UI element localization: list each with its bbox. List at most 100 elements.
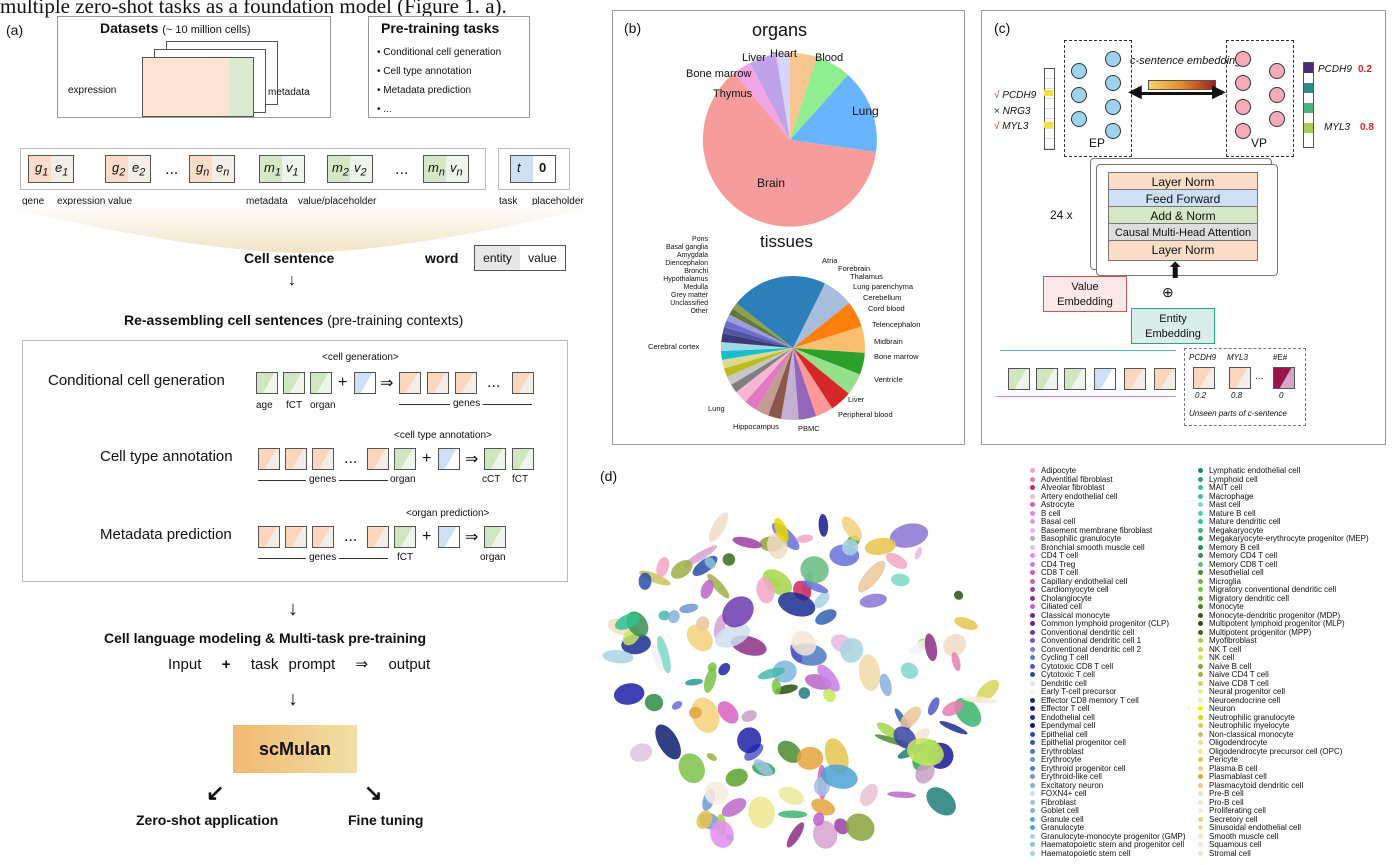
legend-dot [1030,833,1035,839]
legend-dot [1030,587,1035,593]
legend-dot [1030,816,1035,822]
tissue-slice [793,348,860,394]
legend-item: Goblet cell [1030,806,1079,815]
down-arrow-3: ↓ [288,688,298,710]
legend-item: Conventional dendritic cell 2 [1030,645,1141,654]
task1-label: organ [310,400,336,411]
tissue-slice [736,276,826,348]
legend-dot [1198,553,1203,559]
legend-dot [1198,476,1203,482]
umap-cluster [939,720,968,735]
umap-cluster [943,633,967,657]
tissue-slice [793,348,865,375]
task3-title: Metadata prediction [100,526,232,543]
entity-label: entity [475,246,520,270]
tissue-slice [793,283,850,348]
legend-item: Basal cell [1030,517,1075,526]
token-meta2: m2 v2 [327,155,373,183]
output-vector [1303,62,1314,148]
legend-item: Megakaryocyte [1198,526,1263,535]
legend-item: Monocyte-dendritic progenitor (MDP) [1198,611,1340,620]
legend-dot [1198,791,1203,797]
legend-dot [1198,680,1203,686]
vp-label: VP [1251,136,1268,150]
legend-item: Plasma B cell [1198,764,1257,773]
legend-item: Neuroendocrine cell [1198,696,1280,705]
tissue-slice [780,348,799,420]
genes-label: genes [450,398,484,409]
umap-cluster [953,590,964,600]
legend-dot [1198,544,1203,550]
legend-item: Pre-B cell [1198,789,1244,798]
tissue-left-labels: Pons Basal ganglia Amygdala Diencephalon Bro… [663,236,708,315]
legend-dot [1030,757,1035,763]
slice-blood [790,57,848,140]
organ-label: Blood [815,52,844,64]
umap-cluster [671,701,683,710]
umap-cluster [686,624,713,652]
umap-cluster [951,651,961,672]
umap-cluster [812,820,838,849]
umap-cluster [900,662,919,679]
legend-item: Naive CD8 T cell [1198,679,1269,688]
label-metadata: metadata [246,196,288,207]
zero-shot-label: Zero-shot application [136,812,279,828]
legend-dot [1198,578,1203,584]
umap-cluster [811,798,836,816]
legend-dot [1030,799,1035,805]
umap-cluster [771,678,782,695]
umap-cluster [700,579,714,599]
legend-dot [1030,765,1035,771]
legend-item: MAIT cell [1198,483,1242,492]
metadata-label: metadata [268,87,310,98]
slice-liver [776,52,790,140]
legend-dot [1198,570,1203,576]
umap-cluster [756,577,775,604]
legend-dot [1030,527,1035,533]
legend-item: FOXN4+ cell [1030,789,1087,798]
legend-dot [1198,502,1203,508]
legend-dot [1030,604,1035,610]
label-expr: expression value [57,196,133,207]
umap-cluster [815,609,837,625]
legend-item: Common lymphoid progenitor (CLP) [1030,619,1169,628]
label-placeholder: placeholder [532,196,584,207]
legend-dot [1030,519,1035,525]
legend-item: Secretory cell [1198,815,1257,824]
umap-cluster [887,791,917,798]
umap-cluster [796,746,824,770]
legend-item: Naive B cell [1198,662,1251,671]
umap-cluster [790,644,803,663]
umap-cluster [704,557,716,569]
legend-item: Erythroid progenitor cell [1030,764,1125,773]
legend-item: CD4 Treg [1030,560,1075,569]
legend-item: Alveolar fibroblast [1030,483,1105,492]
umap-cluster [718,662,731,676]
slice-heart [790,52,817,140]
legend-dot [1198,629,1203,635]
legend-item: Smooth muscle cell [1198,832,1278,841]
slice-lung [790,75,877,152]
legend-item: Endothelial cell [1030,713,1095,722]
label-gene: gene [22,196,45,207]
umap-cluster [656,635,671,674]
legend-dot [1030,621,1035,627]
legend-dot [1030,731,1035,737]
legend-item: Mature B cell [1198,509,1256,518]
umap-cluster [678,753,705,784]
panel-b-label: (b) [624,20,642,36]
legend-dot [1030,536,1035,542]
legend-item: Adipocyte [1030,466,1076,475]
pretrain-item: • Metadata prediction [377,85,472,96]
down-arrow-1: ↓ [288,272,296,289]
umap-cluster [704,781,729,805]
legend-dot [1030,740,1035,746]
legend-dot [1198,850,1203,856]
legend-dot [1030,476,1035,482]
legend-item: Epithelial cell [1030,730,1088,739]
umap-cluster [753,759,773,777]
legend-item: Cytotoxic CD8 T cell [1030,662,1113,671]
legend-item: Adventitial fibroblast [1030,475,1113,484]
legend-item: Mature dendritic cell [1198,517,1281,526]
